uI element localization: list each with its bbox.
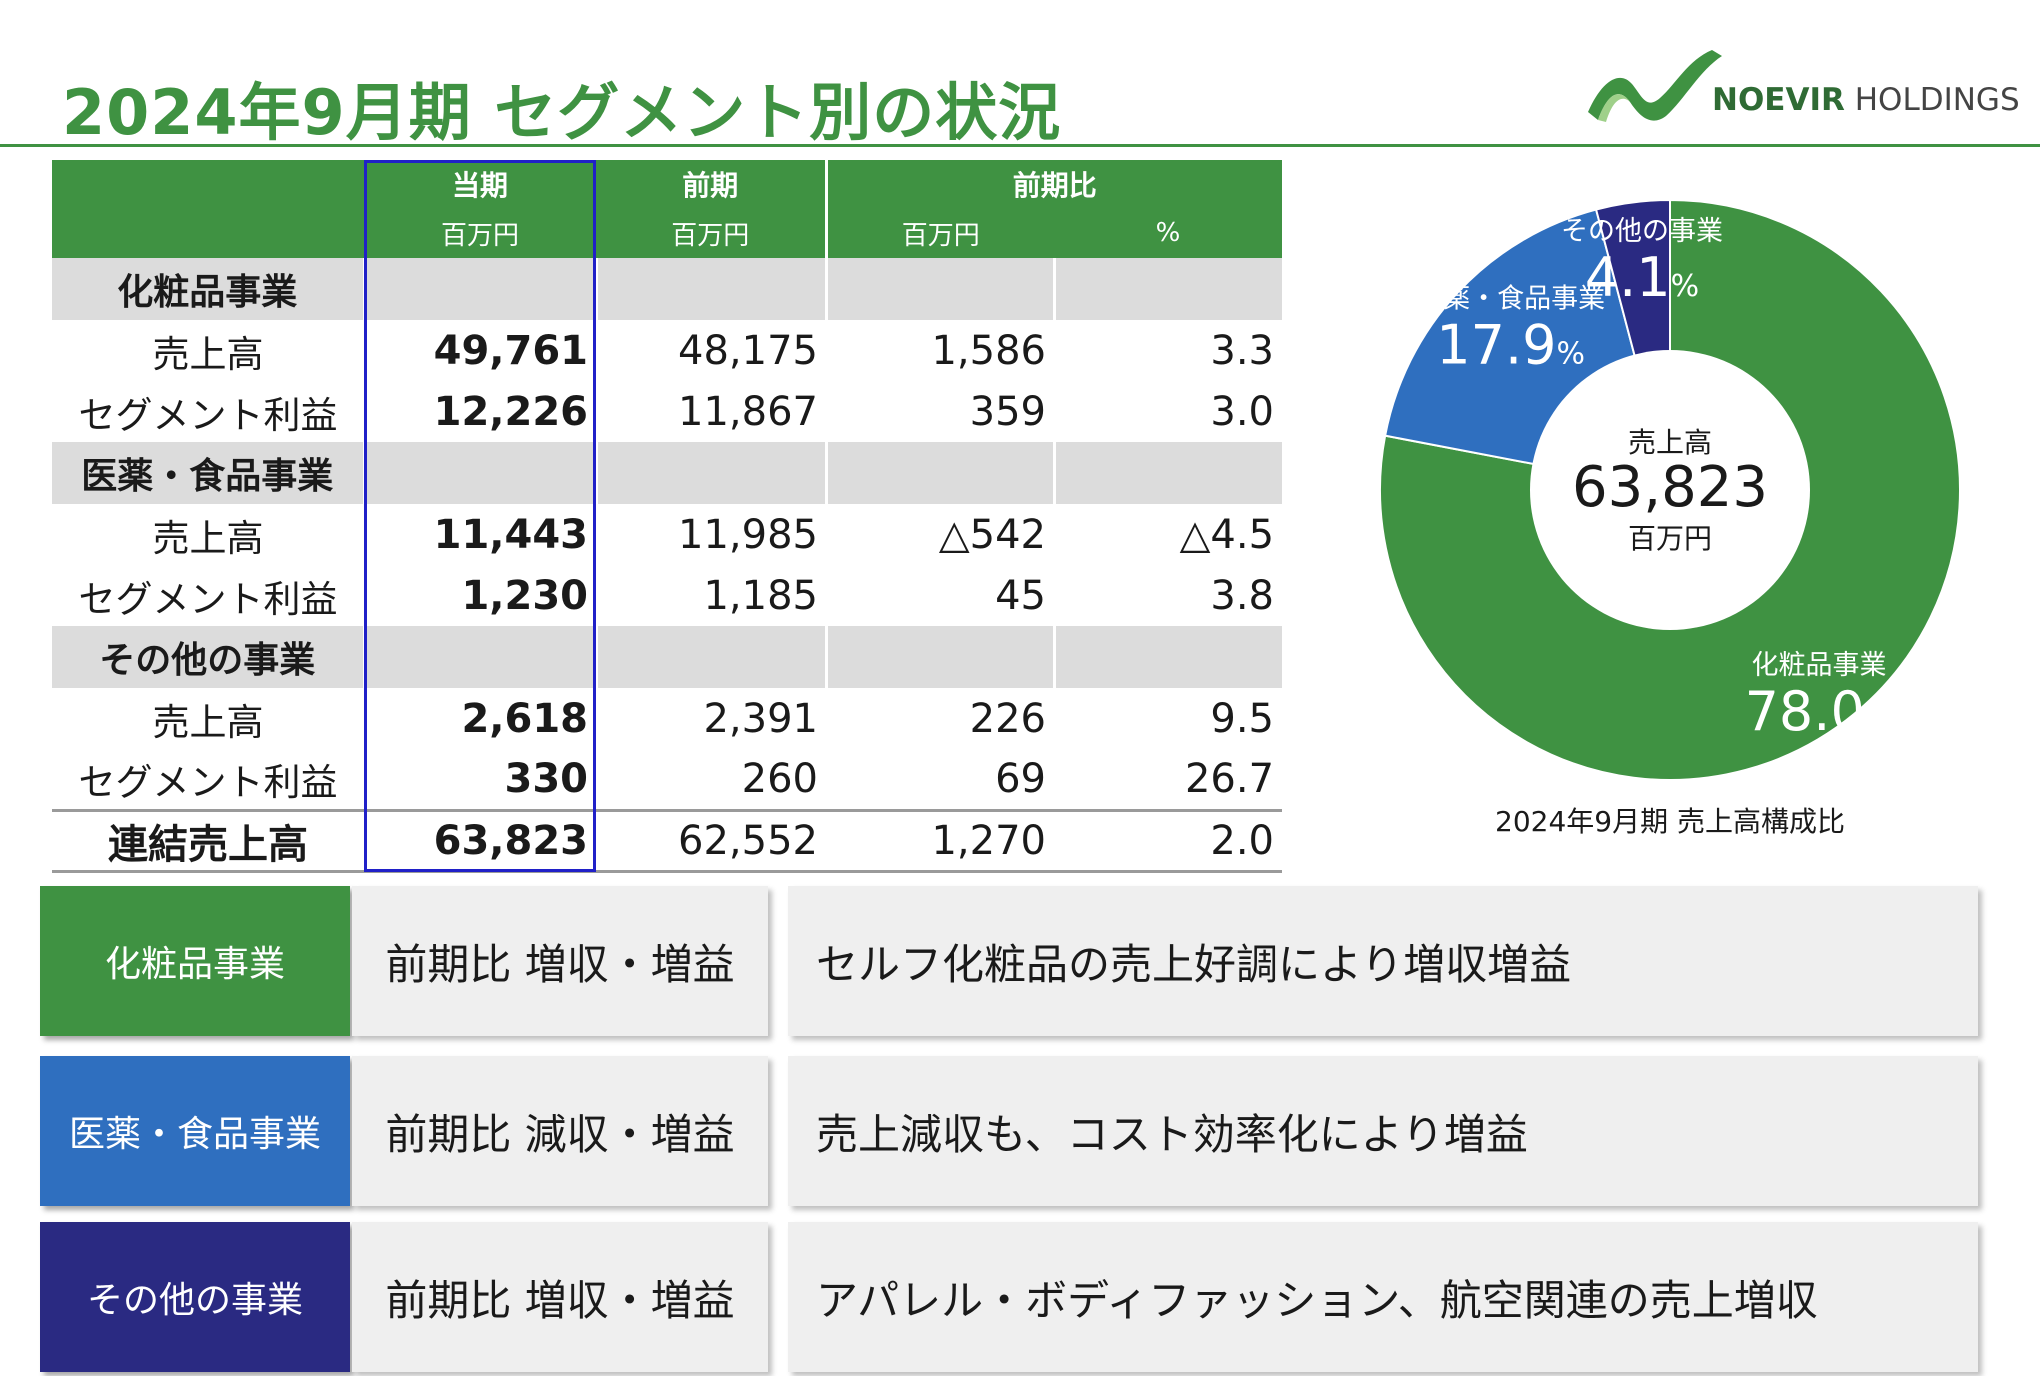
segment-tag: 医薬・食品事業 — [40, 1056, 350, 1206]
group-row-pharma-food: 医薬・食品事業 — [52, 442, 1283, 504]
segment-result: 前期比 増収・増益 — [352, 886, 768, 1036]
diff-value: 359 — [969, 388, 1046, 435]
previous-value: 1,185 — [703, 572, 818, 619]
header-change: 前期比 — [824, 160, 1283, 208]
row-label: セグメント利益 — [52, 749, 364, 811]
donut-slice — [1379, 198, 1961, 781]
previous-value: 11,867 — [678, 388, 818, 435]
pct-value: △4.5 — [1179, 511, 1275, 558]
total-previous: 62,552 — [596, 808, 826, 873]
unit-current: 百万円 — [364, 208, 596, 258]
table-row: セグメント利益 1,230 1,185 45 3.8 — [52, 565, 1282, 626]
current-value: 49,761 — [433, 327, 588, 374]
segment-tag: 化粧品事業 — [40, 886, 350, 1036]
diff-value: 1,586 — [931, 327, 1046, 374]
previous-value: 48,175 — [678, 327, 818, 374]
slice-value-label: 17.9% — [1436, 313, 1585, 376]
group-row-other: その他の事業 — [52, 626, 1283, 688]
segment-results-table: 当期 前期 前期比 百万円 百万円 百万円 % 化粧品事業 売上高 49,761… — [52, 160, 1283, 873]
row-label: 売上高 — [152, 516, 264, 560]
total-pct: 2.0 — [1054, 808, 1283, 873]
slice-name-label: 化粧品事業 — [1751, 650, 1886, 681]
sales-composition-donut: 売上高 63,823 百万円 化粧品事業78.0%医薬・食品事業17.9%その他… — [1379, 198, 1961, 781]
segment-comment: アパレル・ボディファッション、航空関連の売上増収 — [788, 1222, 1978, 1372]
segment-tag: その他の事業 — [40, 1222, 350, 1372]
previous-value: 260 — [596, 749, 826, 811]
current-value: 1,230 — [461, 572, 588, 619]
segment-result: 前期比 減収・増益 — [352, 1056, 768, 1206]
row-label: セグメント利益 — [78, 393, 338, 437]
company-logo: NOEVIR HOLDINGS — [1580, 40, 2020, 130]
slice-name-label: その他の事業 — [1561, 216, 1723, 247]
page-title: 2024年9月期 セグメント別の状況 — [62, 76, 1062, 149]
noevir-logo-mark — [1588, 50, 1722, 122]
table-row: 売上高 49,761 48,175 1,586 3.3 — [52, 320, 1282, 381]
previous-value: 11,985 — [678, 511, 818, 558]
row-label: 売上高 — [152, 332, 264, 376]
donut-center-label: 売上高 — [1628, 426, 1712, 459]
unit-blank — [52, 208, 364, 258]
pct-value: 3.8 — [1210, 572, 1275, 619]
group-name: 化粧品事業 — [52, 258, 364, 320]
pct-value: 9.5 — [1210, 695, 1275, 742]
summary-card-cosmetics: 化粧品事業 前期比 増収・増益 セルフ化粧品の売上好調により増収増益 — [40, 886, 1980, 1036]
table-row: セグメント利益 12,226 11,867 359 3.0 — [52, 381, 1282, 442]
total-label: 連結売上高 — [52, 808, 364, 873]
diff-value: 45 — [995, 572, 1046, 619]
total-row: 連結売上高 63,823 62,552 1,270 2.0 — [52, 808, 1283, 873]
pct-value: 3.0 — [1210, 388, 1275, 435]
title-divider — [0, 144, 2040, 147]
summary-card-pharma-food: 医薬・食品事業 前期比 減収・増益 売上減収も、コスト効率化により増益 — [40, 1056, 1980, 1206]
previous-value: 2,391 — [703, 695, 818, 742]
diff-value: △542 — [938, 511, 1046, 558]
total-diff: 1,270 — [826, 808, 1054, 873]
unit-previous: 百万円 — [596, 208, 826, 258]
current-value: 12,226 — [433, 388, 588, 435]
segment-comment: 売上減収も、コスト効率化により増益 — [788, 1056, 1978, 1206]
header-blank — [52, 160, 364, 208]
pct-value: 3.3 — [1210, 327, 1275, 374]
row-label: セグメント利益 — [78, 577, 338, 621]
slice-name-label: 医薬・食品事業 — [1416, 283, 1605, 314]
current-value: 330 — [364, 749, 596, 811]
group-name: 医薬・食品事業 — [52, 442, 364, 504]
row-label: 売上高 — [152, 700, 264, 744]
group-name: その他の事業 — [52, 626, 364, 688]
logo-text: NOEVIR HOLDINGS — [1712, 82, 2020, 118]
unit-change-pct: % — [1054, 208, 1283, 258]
unit-change-amount: 百万円 — [824, 208, 1054, 258]
diff-value: 226 — [969, 695, 1046, 742]
pct-value: 26.7 — [1054, 749, 1283, 811]
group-row-cosmetics: 化粧品事業 — [52, 258, 1283, 320]
table-row: セグメント利益 330 260 69 26.7 — [52, 749, 1283, 811]
current-value: 2,618 — [461, 695, 588, 742]
chart-caption: 2024年9月期 売上高構成比 — [1495, 805, 1845, 838]
donut-center-value: 63,823 — [1572, 455, 1768, 520]
donut-center-unit: 百万円 — [1628, 522, 1712, 555]
current-value: 11,443 — [433, 511, 588, 558]
table-row: 売上高 2,618 2,391 226 9.5 — [52, 688, 1282, 749]
total-current: 63,823 — [364, 808, 596, 873]
segment-result: 前期比 増収・増益 — [352, 1222, 768, 1372]
summary-card-other: その他の事業 前期比 増収・増益 アパレル・ボディファッション、航空関連の売上増… — [40, 1222, 1980, 1372]
table-row: 売上高 11,443 11,985 △542 △4.5 — [52, 504, 1282, 565]
donut-hole — [1530, 350, 1810, 630]
header-current: 当期 — [364, 160, 596, 208]
segment-comment: セルフ化粧品の売上好調により増収増益 — [788, 886, 1978, 1036]
diff-value: 69 — [826, 749, 1054, 811]
header-previous: 前期 — [596, 160, 826, 208]
